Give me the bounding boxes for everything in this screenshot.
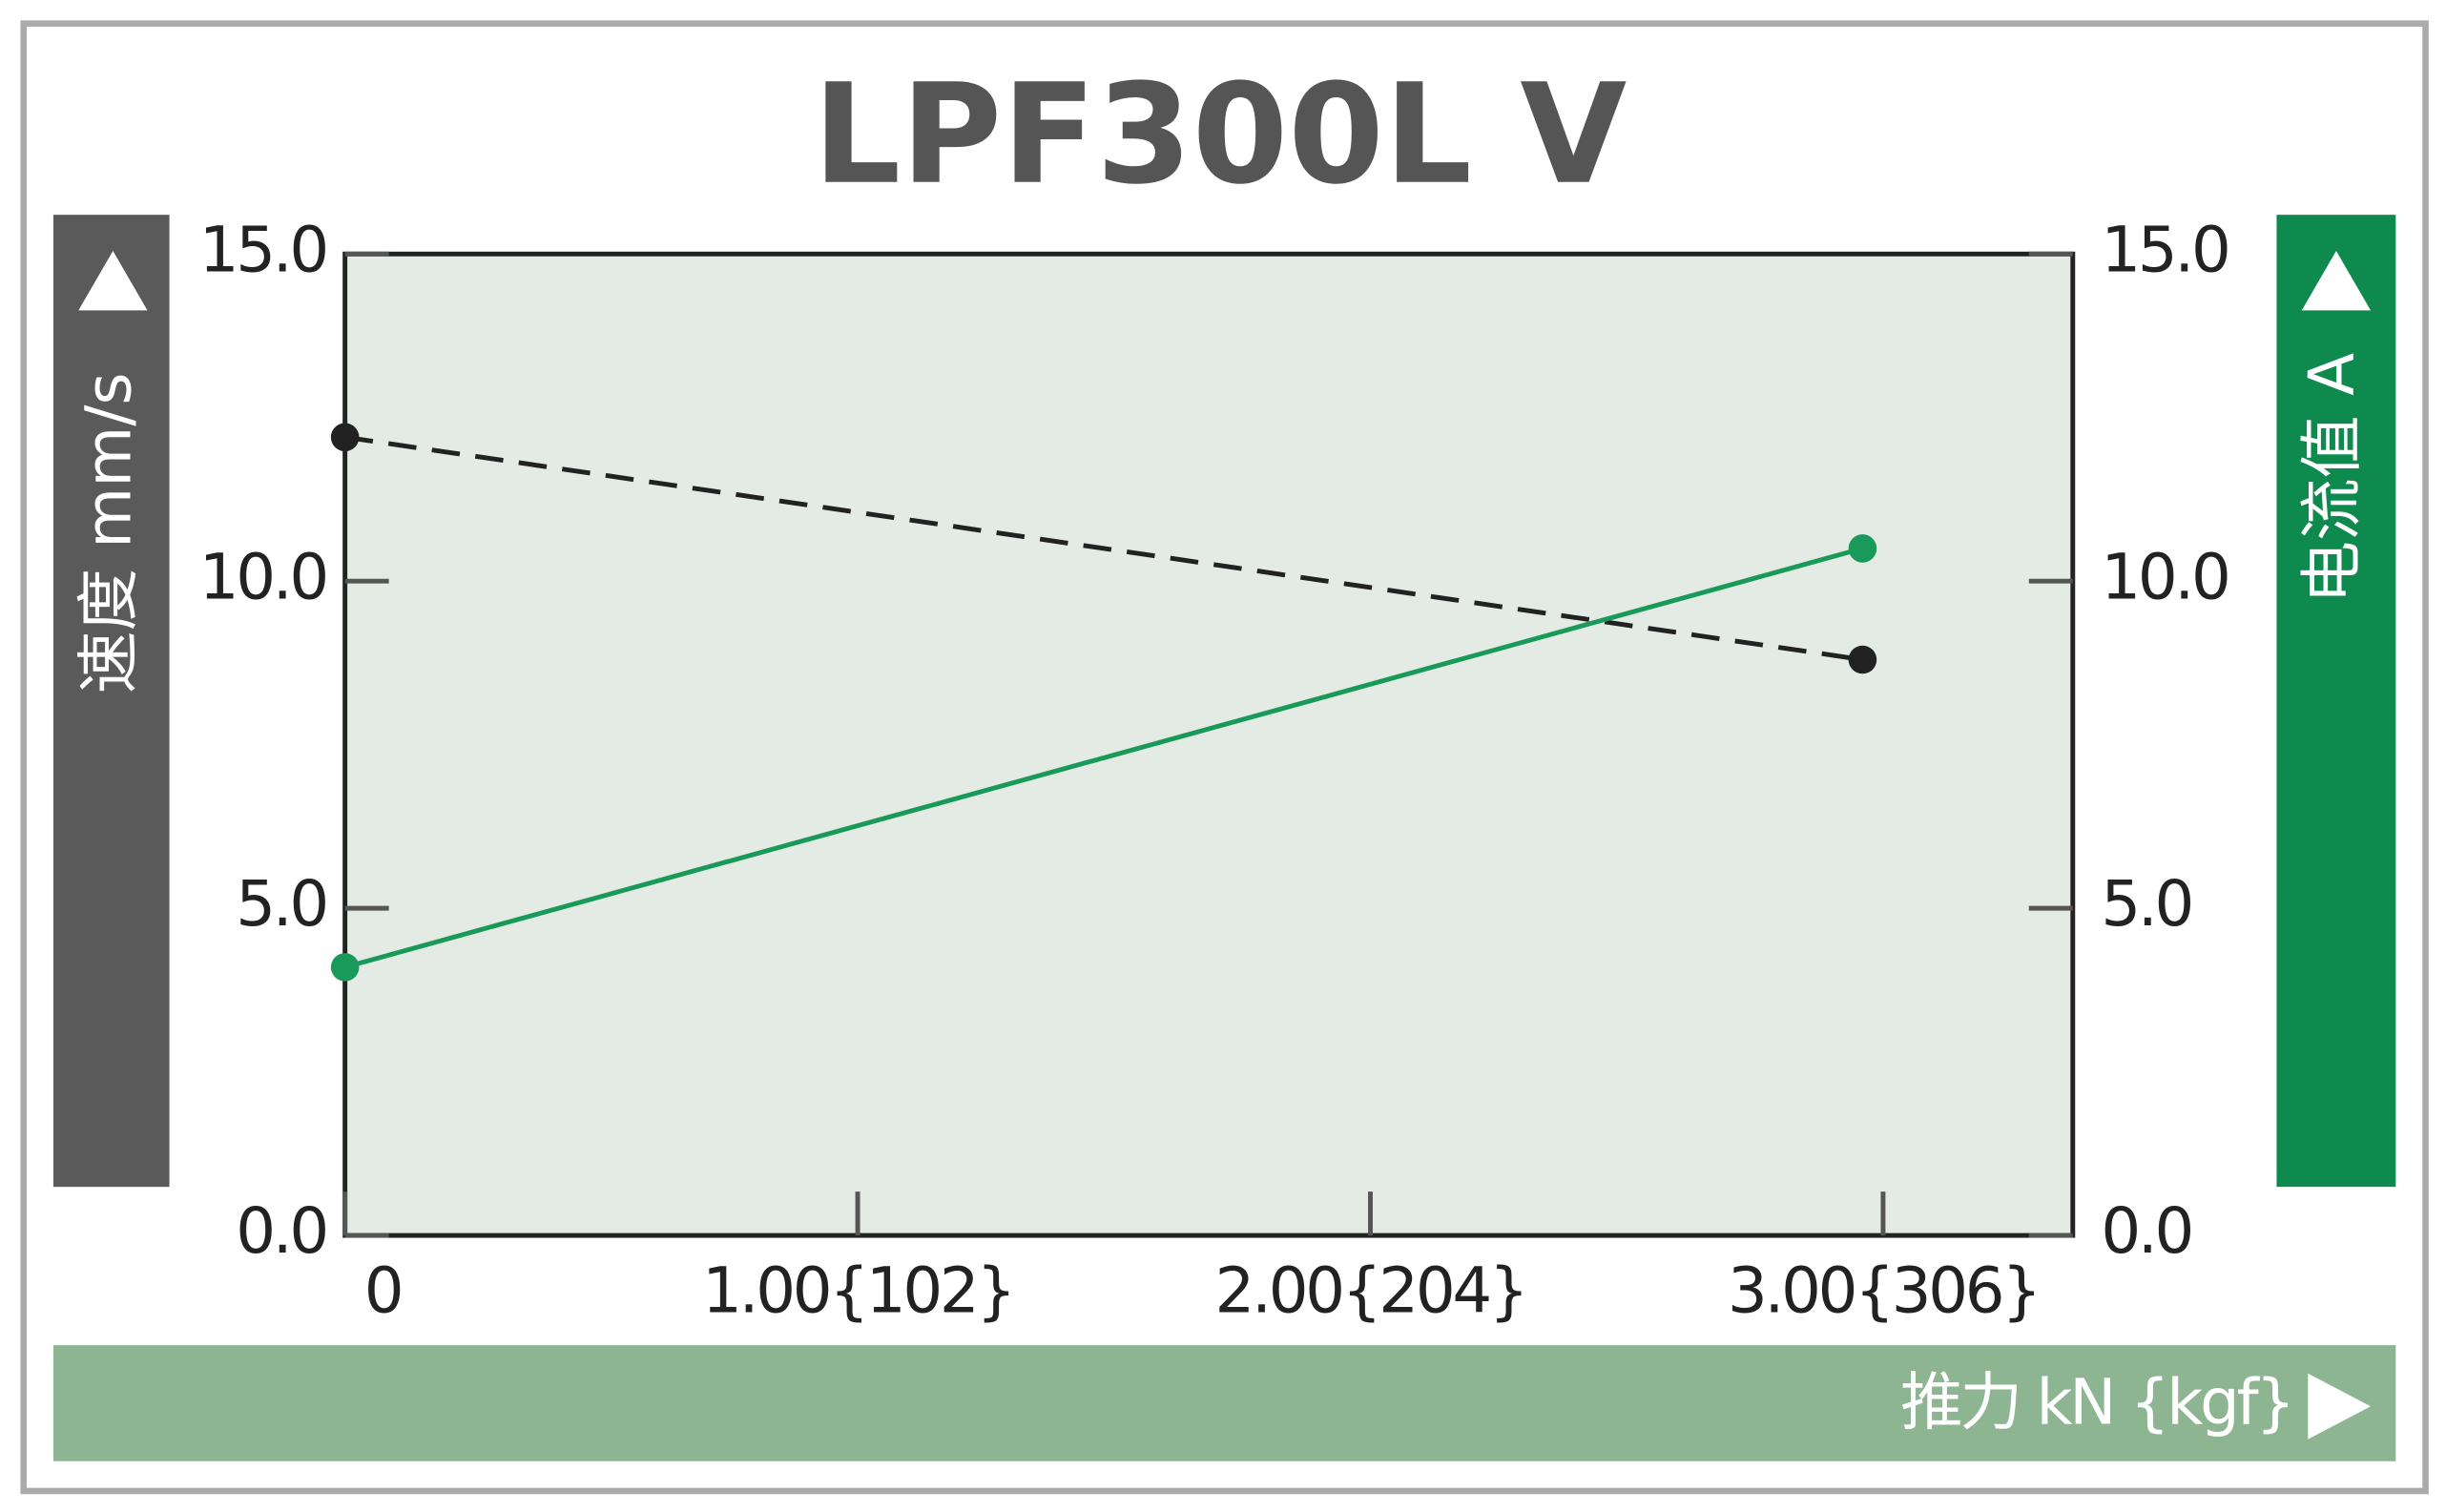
right-arrow xyxy=(2308,1373,2372,1440)
data-point xyxy=(330,953,360,982)
y-tick-label: 5.0 xyxy=(236,867,326,941)
series-line xyxy=(344,434,1863,662)
plot-area xyxy=(342,251,2076,1238)
y-tick-label: 10.0 xyxy=(199,540,326,613)
x-tick-label: 0 xyxy=(364,1254,402,1328)
series-line xyxy=(343,546,1864,970)
x-axis-label: 推力 kN {kgf} xyxy=(1900,1365,2292,1439)
y2-tick-label: 0.0 xyxy=(2101,1194,2191,1268)
y-tick-label: 0.0 xyxy=(236,1194,326,1268)
y-axis-label: 速度 mm/s xyxy=(72,372,145,694)
up-arrow xyxy=(2301,250,2372,311)
y-axis-band xyxy=(52,215,170,1188)
up-arrow xyxy=(78,250,148,311)
x-tick-label: 3.00{306} xyxy=(1728,1254,2039,1328)
x-tick-label: 2.00{204} xyxy=(1215,1254,1526,1328)
chart-title: LPF300L V xyxy=(813,55,1627,216)
data-point xyxy=(330,423,360,452)
y2-axis-band xyxy=(2276,215,2396,1188)
y2-tick-label: 10.0 xyxy=(2101,540,2228,613)
y2-tick-label: 15.0 xyxy=(2101,213,2228,286)
y2-tick-label: 5.0 xyxy=(2101,867,2191,941)
y-tick-label: 15.0 xyxy=(199,213,326,286)
x-tick-label: 1.00{102} xyxy=(702,1254,1013,1328)
data-point xyxy=(1848,645,1877,674)
y2-axis-label: 电流值 A xyxy=(2295,353,2369,604)
data-point xyxy=(1848,534,1877,563)
x-axis-band xyxy=(52,1345,2396,1461)
